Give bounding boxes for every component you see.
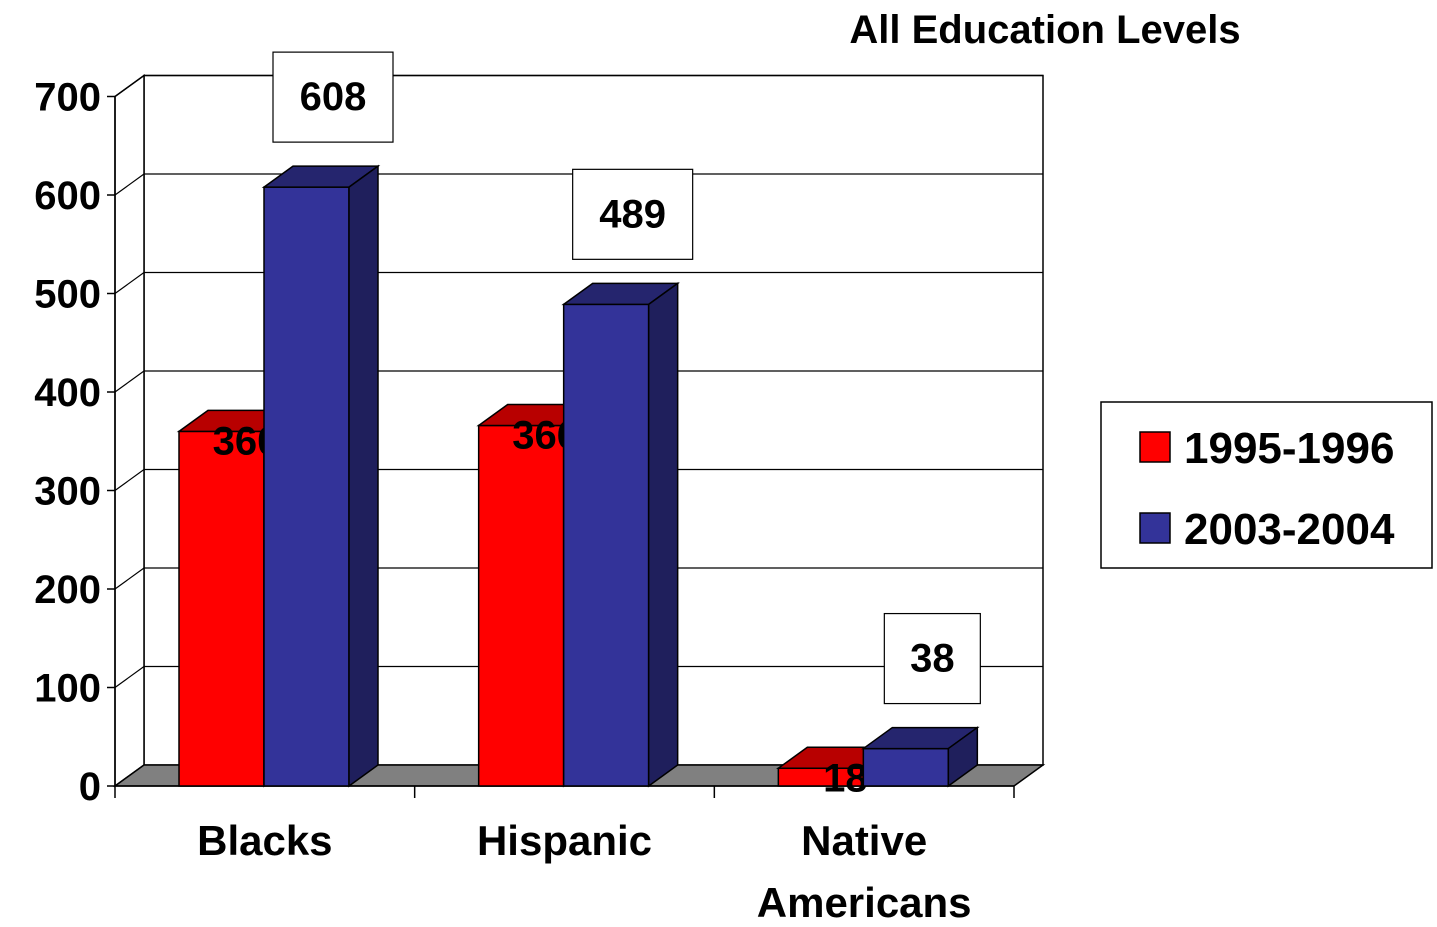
bar [261,164,381,788]
chart-title: All Education Levels [849,8,1240,52]
y-tick-label: 100 [34,667,101,711]
y-tick-label: 400 [34,371,101,415]
y-tick-label: 500 [34,273,101,317]
legend-label: 2003-2004 [1184,505,1395,554]
y-tick-label: 300 [34,470,101,514]
data-label-box [572,168,694,260]
y-tick-label: 700 [34,76,101,120]
bar-side [647,281,679,788]
x-tick-label: Native [801,817,927,864]
gridline-side [114,75,145,97]
legend: 1995-1996 2003-2004 [1100,401,1433,569]
bar-side [947,726,979,788]
bar-front [862,747,950,787]
y-tick-label: 600 [34,174,101,218]
side-wall [114,74,145,788]
x-tick-label: Americans [757,879,972,926]
gridline-side [114,173,145,196]
gridline-side [114,666,145,688]
gridline-side [114,370,145,393]
data-label-box [272,51,394,143]
y-tick-label: 200 [34,568,101,612]
y-tick-label: 0 [79,765,101,809]
gridline-side [114,469,145,491]
data-label: 18 [823,756,868,800]
data-label-box [883,612,981,705]
bar [861,726,980,788]
bar-front [263,186,350,787]
legend-label: 1995-1996 [1184,424,1394,473]
gridline-side [114,272,145,294]
plot-area: 0 100 200 300 400 500 600 700 Blacks Hispanic Nati… [34,51,1046,926]
legend-swatch [1139,512,1171,544]
legend-swatch [1139,431,1171,463]
gridline-side [114,567,145,590]
bar-front [477,424,565,787]
data-label: 38 [910,637,955,681]
x-tick-label: Hispanic [477,817,652,864]
bar-front [178,430,265,787]
x-tick-label: Blacks [197,817,332,864]
bar [561,281,680,788]
bar-front [562,303,650,787]
bar-side [348,164,379,788]
data-label: 489 [599,192,666,236]
data-label: 608 [300,75,367,119]
